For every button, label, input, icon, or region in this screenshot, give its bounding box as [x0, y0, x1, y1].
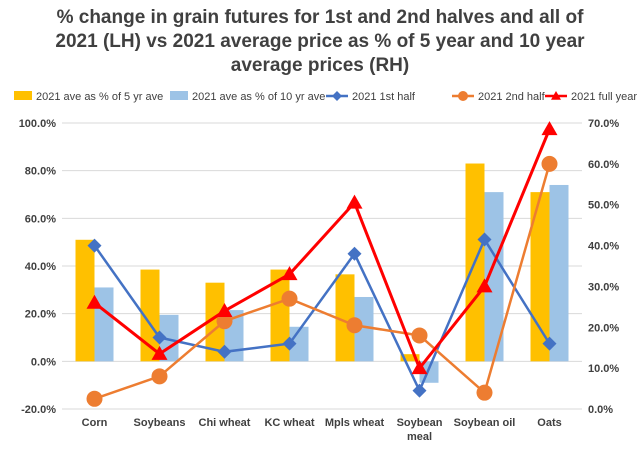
- legend-label: 2021 ave as % of 5 yr ave: [36, 91, 163, 103]
- line-marker: [411, 327, 428, 344]
- line-marker: [542, 336, 557, 351]
- line-marker: [332, 91, 342, 101]
- left-tick-label: 60.0%: [25, 213, 56, 225]
- right-tick-label: 70.0%: [588, 118, 619, 130]
- bar: [484, 192, 504, 362]
- left-tick-label: 0.0%: [31, 356, 56, 368]
- legend-label: 2021 full year: [571, 91, 637, 103]
- category-label: Mpls wheat: [325, 417, 385, 429]
- line-marker: [476, 384, 493, 401]
- category-label: Corn: [82, 417, 108, 429]
- legend-label: 2021 ave as % of 10 yr ave: [192, 91, 325, 103]
- line-marker: [151, 345, 168, 360]
- category-label: Oats: [537, 417, 561, 429]
- line-marker: [346, 194, 363, 209]
- right-tick-label: 40.0%: [588, 241, 619, 253]
- line-marker: [86, 294, 103, 309]
- bar: [205, 282, 225, 362]
- line-marker: [216, 302, 233, 317]
- line-marker: [411, 360, 428, 375]
- title-line-2: 2021 (LH) vs 2021 average price as % of …: [55, 31, 585, 52]
- bar: [354, 296, 374, 362]
- bar: [549, 184, 569, 362]
- bar: [75, 239, 95, 362]
- line-marker: [216, 313, 233, 330]
- category-label: KC wheat: [264, 417, 314, 429]
- series-line: [93, 236, 551, 394]
- line-marker: [86, 390, 103, 407]
- right-tick-label: 0.0%: [588, 404, 613, 416]
- right-tick-label: 20.0%: [588, 322, 619, 334]
- legend-label: 2021 2nd half: [478, 91, 546, 103]
- bar: [400, 354, 420, 362]
- line-marker: [458, 91, 468, 101]
- right-tick-label: 10.0%: [588, 363, 619, 375]
- legend-swatch: [14, 91, 32, 100]
- series-line: [94, 163, 551, 400]
- left-tick-label: 80.0%: [25, 166, 56, 178]
- line-marker: [281, 266, 298, 281]
- line-marker: [541, 155, 558, 172]
- category-label: Soybean meal: [397, 417, 443, 443]
- left-tick-label: -20.0%: [21, 404, 56, 416]
- left-tick-label: 40.0%: [25, 261, 56, 273]
- line-marker: [217, 344, 232, 359]
- line-marker: [87, 238, 102, 253]
- right-tick-label: 30.0%: [588, 281, 619, 293]
- title-line-1: % change in grain futures for 1st and 2n…: [56, 7, 584, 28]
- line-marker: [151, 368, 168, 385]
- legend-swatch: [170, 91, 188, 100]
- line-marker: [152, 330, 167, 345]
- line-marker: [551, 91, 561, 100]
- line-marker: [412, 383, 427, 398]
- line-marker: [346, 317, 363, 334]
- line-marker: [282, 336, 297, 351]
- bar: [94, 287, 114, 362]
- chart-title: % change in grain futures for 1st and 2n…: [0, 6, 640, 78]
- line-marker: [541, 121, 558, 136]
- bar: [335, 274, 355, 362]
- left-tick-label: 20.0%: [25, 309, 56, 321]
- line-marker: [477, 232, 492, 247]
- legend-label: 2021 1st half: [352, 91, 416, 103]
- left-tick-label: 100.0%: [19, 118, 57, 130]
- line-marker: [347, 246, 362, 261]
- category-label: Soybean oil: [454, 417, 516, 429]
- right-tick-label: 60.0%: [588, 159, 619, 171]
- right-tick-label: 50.0%: [588, 200, 619, 212]
- title-line-3: average prices (RH): [230, 55, 410, 76]
- line-marker: [476, 278, 493, 293]
- category-label: Chi wheat: [199, 417, 251, 429]
- category-label: Soybeans: [134, 417, 186, 429]
- series-line: [93, 128, 551, 372]
- line-marker: [281, 290, 298, 307]
